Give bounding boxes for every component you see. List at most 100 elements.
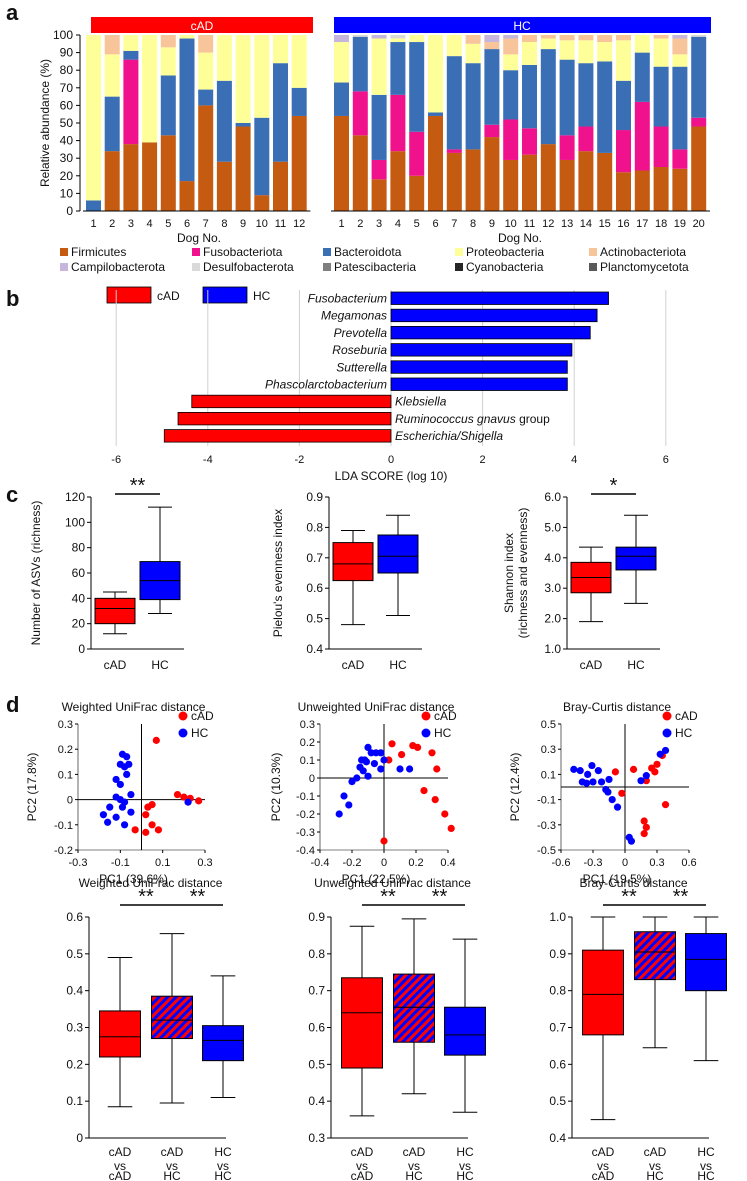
- y-tick-label: -0.1: [537, 795, 556, 807]
- bar-segment-fusobacteriota: [446, 149, 462, 153]
- dog-number-label: 5: [414, 218, 420, 230]
- pcoa-point-cad: [195, 797, 203, 805]
- lda-taxon-label: Roseburia: [332, 343, 387, 357]
- dog-number-label: 12: [293, 218, 305, 230]
- pcoa-point-hc: [637, 777, 645, 785]
- bar-segment-firmicutes: [672, 168, 688, 211]
- taxon-italic: Phascolarctobacterium: [265, 378, 387, 392]
- pcoa-point-hc: [364, 772, 372, 780]
- bar-segment-firmicutes: [254, 195, 270, 211]
- pcoa-point-hc: [127, 790, 135, 799]
- bar-segment-fusobacteriota: [578, 126, 594, 152]
- bar-segment-proteobacteria: [634, 35, 650, 53]
- x-category-line3: HC: [697, 1169, 715, 1181]
- pcoa-point-hc: [627, 837, 636, 845]
- significance-marker-2: **: [673, 886, 689, 908]
- pcoa-point-cad: [642, 823, 650, 831]
- lda-x-tick-label: 4: [571, 454, 577, 466]
- lda-x-tick-label: 6: [663, 454, 669, 466]
- legend-swatch-fusobacteriota: [192, 248, 200, 256]
- y-tick-label: 3.0: [544, 581, 561, 595]
- bar-segment-fusobacteriota: [371, 159, 387, 180]
- panel-a-y-axis: 0 10 20 30 40 50 60 70 80 90 100: [53, 28, 81, 218]
- dog-number-label: 7: [451, 218, 457, 230]
- lda-legend-hc-label: HC: [253, 289, 271, 303]
- pcoa-point-hc: [589, 778, 597, 786]
- y-tick-label: 0.5: [306, 612, 323, 626]
- x-category-line1: cAD: [161, 1145, 184, 1159]
- pcoa-point-hc: [340, 792, 348, 800]
- pcoa-point-hc: [348, 778, 356, 786]
- bar-segment-bacteroidota: [86, 200, 101, 211]
- legend-label-bacteroidota: Bacteroidota: [334, 245, 402, 259]
- lda-taxon-label: Ruminococcus gnavus group: [395, 412, 550, 426]
- bar-segment-firmicutes: [409, 175, 425, 211]
- dog-number-label: 4: [395, 218, 401, 230]
- bar-segment-bacteroidota: [634, 52, 650, 102]
- x-category-label: cAD: [104, 658, 127, 672]
- lda-bar-hc: [390, 343, 573, 357]
- bar-segment-proteobacteria: [86, 35, 101, 201]
- y-tick-label: 0.1: [300, 755, 315, 767]
- bar-segment-bacteroidota: [465, 63, 481, 150]
- bar-segment-firmicutes: [334, 115, 349, 211]
- bar-segment-actinobacteriota: [672, 38, 688, 55]
- legend-swatch-campilobacterota: [60, 263, 68, 271]
- y-tick-label: 0.2: [58, 744, 73, 756]
- y-tick-label: 0: [76, 1131, 83, 1145]
- alpha-y-title: Number of ASVs (richness): [29, 501, 43, 646]
- pcoa-point-hc: [570, 765, 578, 773]
- y-tick-label: 0.7: [549, 1021, 566, 1035]
- x-tick-label: 0.2: [408, 857, 423, 869]
- x-tick-label: 0.3: [649, 857, 664, 869]
- bar-segment-firmicutes: [522, 154, 537, 211]
- bar-segment-firmicutes: [273, 161, 288, 211]
- pcoa-point-cad: [414, 743, 422, 752]
- y-tick-label: -0.1: [54, 820, 73, 832]
- alpha-y-title: Shannon index: [502, 533, 516, 613]
- bar-segment-fusobacteriota: [522, 128, 537, 155]
- distance-chart-2: 0.3 0.4 0.5 0.6 0.7 0.8 0.9 Unweighted UniFrac …: [308, 876, 486, 1181]
- panel-c-label: c: [6, 482, 18, 507]
- y-tick-label: 0.3: [66, 1021, 83, 1035]
- y-tick-label: 0.6: [306, 581, 323, 595]
- alpha-diversity-charts: 0 20 40 60 80 100 120 cAD HC Number of ASVs (rich…: [29, 475, 660, 672]
- lda-bar-chart: -6 -4 -2 0 2 4 6 Fusobacterium Megamonas Prevotel…: [111, 290, 669, 466]
- bar-segment-fusobacteriota: [123, 59, 139, 145]
- x-tick-label: -0.4: [311, 857, 330, 869]
- y-tick-label: 0.5: [66, 947, 83, 961]
- dog-number-label: 11: [524, 218, 535, 230]
- legend-swatch-patescibacteria: [323, 263, 331, 271]
- bar-segment-bacteroidota: [559, 59, 575, 136]
- x-category-label: cAD: [342, 658, 365, 672]
- box-iqr: [332, 542, 374, 582]
- pcoa-point-hc: [120, 763, 129, 771]
- x-category-line1: HC: [214, 1145, 232, 1159]
- y-tick-label: 0.8: [308, 947, 325, 961]
- legend-label-campilobacterota: Campilobacterota: [71, 260, 165, 274]
- x-category-line3: cAD: [592, 1169, 615, 1181]
- bar-segment-actinobacteriota: [522, 35, 537, 43]
- bar-segment-campilobacterota: [503, 35, 519, 39]
- significance-marker-1: **: [621, 886, 637, 908]
- x-tick-label: 0.4: [440, 857, 455, 869]
- distance-title: Bray-Curtis distance: [579, 876, 687, 890]
- pcoa-point-cad: [148, 801, 156, 809]
- bar-segment-firmicutes: [428, 115, 443, 211]
- pcoa-x-title: PC1 (22.5%): [342, 872, 411, 886]
- pcoa-point-hc: [576, 767, 584, 775]
- lda-bar-hc: [390, 360, 568, 374]
- bar-segment-proteobacteria: [198, 52, 214, 90]
- alpha-chart-1: 0 20 40 60 80 100 120 cAD HC Number of ASVs (rich…: [29, 475, 184, 672]
- y-tick-label: -0.3: [296, 827, 315, 839]
- pcoa-title: Weighted UniFrac distance: [62, 700, 206, 714]
- bar-segment-firmicutes: [390, 151, 406, 211]
- y-tick-label: 0.4: [66, 984, 83, 998]
- dog-number-label: 18: [655, 218, 667, 230]
- panel-a-stacked-bars: 1 2 3 4 5 6 7 8 9 10 11 12 1 2 3 4 5 6 7 8 9 10 11 12 13 14 15 16 17…: [83, 35, 710, 230]
- y-tick-label: 2.0: [544, 612, 561, 626]
- bar-segment-firmicutes: [503, 159, 519, 211]
- bar-segment-bacteroidota: [179, 38, 195, 182]
- bar-segment-other: [352, 35, 368, 37]
